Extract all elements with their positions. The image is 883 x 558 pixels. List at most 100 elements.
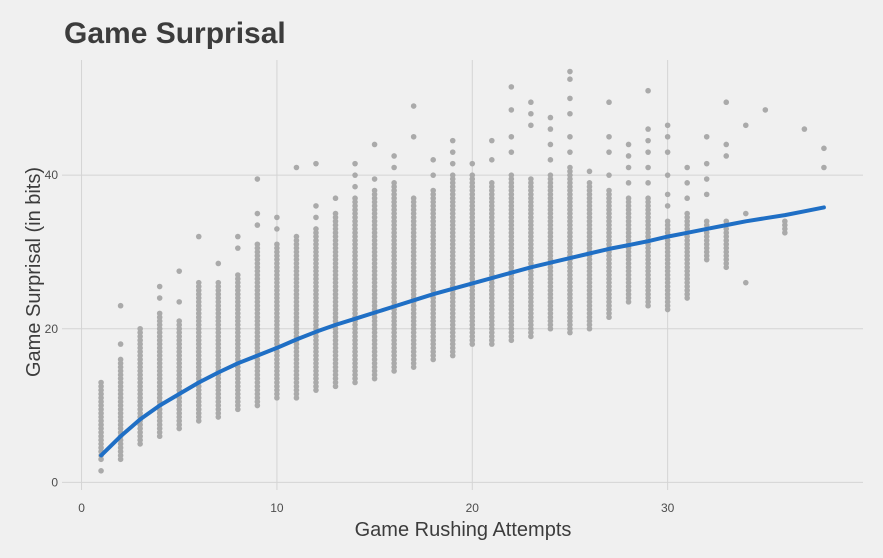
data-point (371, 222, 378, 228)
data-point (469, 176, 476, 182)
data-point (254, 306, 261, 313)
data-point (469, 206, 476, 213)
data-point (410, 233, 417, 240)
data-point (137, 421, 143, 428)
data-point (508, 187, 515, 194)
data-point (469, 287, 476, 294)
data-point (274, 379, 280, 386)
data-point (293, 245, 300, 251)
data-point (313, 264, 319, 271)
data-point (586, 322, 593, 328)
data-point (215, 260, 222, 267)
data-point (723, 249, 730, 255)
data-point (215, 356, 222, 363)
data-point (645, 203, 651, 209)
data-point (274, 249, 280, 255)
data-point (332, 302, 339, 309)
data-point (606, 272, 612, 278)
data-point (528, 206, 534, 213)
data-point (410, 276, 417, 282)
data-point (821, 164, 827, 171)
data-point (371, 364, 378, 370)
data-point (352, 272, 358, 278)
data-point (547, 310, 554, 317)
data-point (625, 264, 632, 271)
data-point (606, 214, 612, 221)
data-point (274, 295, 280, 301)
data-point (586, 210, 593, 217)
data-point (508, 84, 515, 90)
data-point (254, 387, 261, 393)
data-point (410, 279, 417, 286)
data-point (449, 191, 456, 198)
data-point (410, 133, 417, 140)
data-point (332, 333, 339, 340)
data-point (313, 237, 319, 244)
data-point (606, 191, 612, 198)
data-point (391, 299, 397, 305)
data-point (352, 172, 358, 178)
data-point (98, 414, 104, 420)
data-point (391, 249, 397, 255)
data-point (489, 218, 495, 225)
data-point (274, 214, 280, 221)
data-point (508, 222, 515, 228)
data-point (156, 372, 163, 378)
data-point (410, 310, 417, 317)
data-point (567, 229, 573, 236)
data-point (235, 322, 241, 328)
data-point (215, 406, 222, 413)
data-point (235, 387, 241, 393)
data-point (586, 245, 593, 251)
data-point (332, 233, 339, 240)
data-point (547, 141, 554, 148)
data-point (684, 218, 690, 225)
data-point (332, 260, 339, 267)
data-point (742, 122, 749, 129)
data-point (235, 287, 241, 294)
data-point (664, 229, 671, 236)
data-point (528, 199, 534, 205)
data-point (645, 299, 651, 305)
data-point (254, 329, 261, 336)
data-point (371, 291, 378, 297)
data-point (195, 398, 202, 405)
data-point (703, 233, 710, 240)
data-point (254, 302, 261, 309)
data-point (352, 206, 358, 213)
data-point (449, 180, 456, 186)
data-point (371, 233, 378, 240)
data-point (449, 218, 456, 225)
data-point (332, 314, 339, 321)
data-point (332, 264, 339, 271)
data-point (293, 375, 300, 382)
y-tick-label: 0 (51, 475, 58, 489)
data-point (567, 306, 573, 313)
data-point (645, 283, 651, 290)
data-point (430, 302, 436, 309)
data-point (137, 368, 143, 374)
data-point (567, 180, 573, 186)
data-point (469, 306, 476, 313)
data-point (176, 410, 183, 417)
data-point (469, 245, 476, 251)
data-point (293, 299, 300, 305)
data-point (664, 241, 671, 248)
data-point (508, 322, 515, 328)
data-point (449, 183, 456, 190)
data-point (176, 375, 183, 382)
data-point (98, 468, 104, 474)
data-point (684, 279, 690, 286)
data-point (391, 183, 397, 190)
data-point (176, 337, 183, 344)
data-point (313, 341, 319, 347)
data-point (195, 233, 202, 240)
data-point (508, 260, 515, 267)
data-point (567, 172, 573, 178)
data-point (293, 379, 300, 386)
data-point (567, 76, 573, 82)
data-point (469, 302, 476, 309)
data-point (156, 352, 163, 359)
data-point (567, 287, 573, 294)
data-point (528, 295, 534, 301)
